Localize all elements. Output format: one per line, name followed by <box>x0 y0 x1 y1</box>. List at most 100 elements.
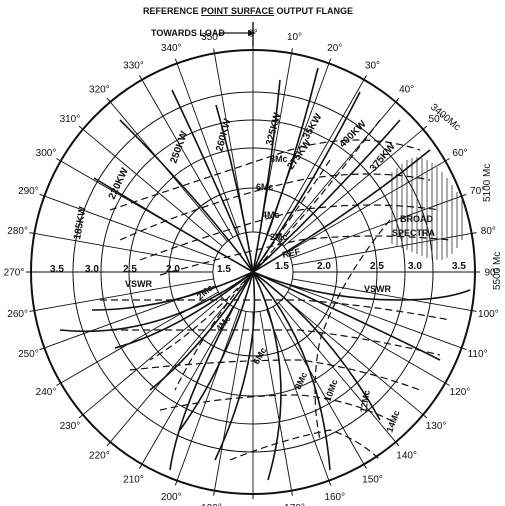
angle-label: 250° <box>18 349 39 360</box>
angle-label: 170° <box>284 503 305 506</box>
vswr-left-3-0: 3.0 <box>85 264 99 275</box>
angle-label: 310° <box>60 114 81 125</box>
rim-tick <box>471 232 477 234</box>
curve-260kw <box>214 104 256 461</box>
angle-label: 230° <box>60 421 81 432</box>
vswr-right-2-0: 2.0 <box>317 261 331 272</box>
radial-line <box>278 302 397 443</box>
radial-line <box>34 233 214 266</box>
power-label: 250KW <box>168 129 190 165</box>
angle-label: 300° <box>36 148 57 159</box>
angle-label: 200° <box>161 492 182 503</box>
mc-label: 8Mc <box>293 371 309 391</box>
angle-label: 330° <box>123 61 144 72</box>
freq-curve-6mc-low <box>129 359 421 391</box>
angle-label: 110° <box>468 349 488 360</box>
rim-ticks <box>26 45 480 499</box>
angle-label: 270° <box>4 268 25 279</box>
vswr-right-2-5: 2.5 <box>370 261 384 272</box>
rim-tick <box>56 382 61 386</box>
rim-tick <box>291 490 293 496</box>
rim-tick <box>363 464 367 469</box>
curve-right-2 <box>252 271 381 421</box>
angle-label: 140° <box>396 451 417 462</box>
rim-tick <box>363 75 367 80</box>
title-post: OUTPUT FLANGE <box>274 6 353 16</box>
vswr-right-3-0: 3.0 <box>408 261 422 272</box>
rim-tick <box>328 58 332 64</box>
radial-line <box>214 311 247 491</box>
radial-line <box>82 128 223 247</box>
vswr-left-2-0: 2.0 <box>166 264 180 275</box>
dashed-curves <box>99 119 451 461</box>
angle-label: 340° <box>161 43 182 54</box>
ref-label: REF <box>281 246 301 260</box>
solid-curves <box>59 67 471 481</box>
mc-label: 2Mc <box>270 232 288 242</box>
rim-tick <box>174 58 178 64</box>
towards-load-label: TOWARDS LOAD <box>151 28 225 38</box>
freq-curve-8mc <box>109 139 421 211</box>
angle-label: 220° <box>89 451 110 462</box>
curve-right-1 <box>252 271 471 301</box>
radial-line <box>287 291 446 384</box>
angle-label: 90° <box>484 268 499 279</box>
rim-tick <box>213 490 215 496</box>
angle-label: 80° <box>481 226 496 237</box>
rim-tick <box>328 480 332 486</box>
radial-line <box>141 306 234 465</box>
mc-label: 14Mc <box>384 409 401 434</box>
curve-right-3 <box>252 271 441 361</box>
angle-label: 160° <box>324 492 345 503</box>
rim-tick <box>471 310 477 312</box>
mc-label: 12Mc <box>358 389 372 413</box>
rim-tick <box>106 441 111 447</box>
broad-spectra-hatch <box>391 157 463 260</box>
angle-label: 100° <box>478 309 499 320</box>
radial-line <box>176 63 240 235</box>
rim-tick <box>139 464 143 469</box>
radial-line <box>283 128 424 247</box>
rim-tick <box>78 414 84 419</box>
rim-tick <box>395 97 400 103</box>
freq-curve-10mc <box>229 429 381 461</box>
freq-curve-4mc <box>139 204 441 261</box>
label-5100mc: 5100 Mc <box>482 164 493 202</box>
vswr-right-3-5: 3.5 <box>452 261 466 272</box>
radial-line <box>290 285 462 349</box>
freq-curve-4mc-low <box>110 329 441 356</box>
angle-label: 20° <box>327 43 342 54</box>
angle-label: 350° <box>201 32 222 43</box>
power-label: 185KW <box>72 205 89 240</box>
vswr-left-1-5: 1.5 <box>217 264 231 275</box>
angle-label: 190° <box>201 503 222 506</box>
angle-label: 210° <box>123 474 144 485</box>
vswr-left-label: VSWR <box>125 279 153 289</box>
vswr-right-1-5: 1.5 <box>275 261 289 272</box>
rim-tick <box>29 232 35 234</box>
radial-line <box>60 291 219 384</box>
angle-label: 290° <box>18 186 39 197</box>
curve-left-1 <box>169 271 254 471</box>
radial-line <box>259 311 292 491</box>
radial-line <box>272 79 365 238</box>
rim-tick <box>213 48 215 54</box>
angle-label: 60° <box>452 148 467 159</box>
rim-tick <box>56 158 61 162</box>
rim-tick <box>29 310 35 312</box>
freq-curve-diag-2 <box>149 119 381 361</box>
rim-tick <box>78 125 84 130</box>
mc-label: 6Mc <box>251 346 268 366</box>
title-pre: REFERENCE <box>143 6 201 16</box>
rim-tick <box>422 125 428 130</box>
rim-tick <box>291 48 293 54</box>
curve-broad <box>252 149 431 273</box>
label-5500mc: 5500 Mc <box>492 252 503 290</box>
radial-line <box>283 297 424 416</box>
radial-line <box>292 278 472 311</box>
radial-line <box>82 297 223 416</box>
power-label: 220KW <box>107 166 131 201</box>
broad-label: BROAD <box>400 214 433 224</box>
rim-tick <box>174 480 178 486</box>
